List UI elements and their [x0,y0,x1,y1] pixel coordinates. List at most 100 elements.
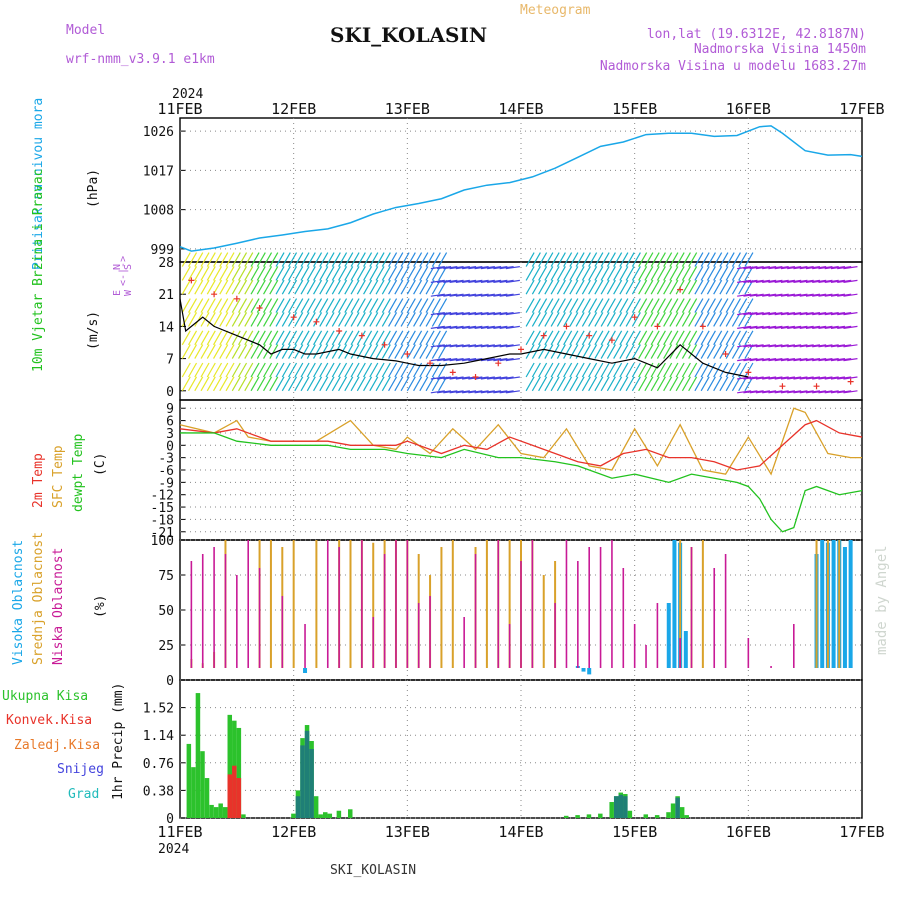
wind-barb [256,279,266,295]
wind-barb [300,312,310,327]
wind-barb [669,312,679,327]
bottom-date-tick: 14FEB [498,823,543,841]
wind-barb [563,362,573,378]
wind-barb [780,293,796,297]
wind-barb [388,266,398,281]
wind-barb [663,266,673,281]
wind-barb [713,252,723,267]
wind-barb [480,279,495,283]
wind-barb [244,298,254,313]
wind-barb [563,312,573,327]
wind-barb [288,266,298,281]
wind-barb [774,325,789,329]
wind-barb [625,266,635,281]
wind-barb [581,266,591,281]
wind-barb [505,376,520,380]
wind-barb [600,298,610,313]
wind-barb [799,358,814,362]
wind-barb [631,298,641,313]
wind-barb [505,279,520,283]
wind-barb [455,376,470,380]
wind-barb [650,312,660,327]
wind-barb [238,376,248,392]
wind-barb [755,344,771,348]
wind-barb [619,312,629,327]
wind-barb [319,279,329,295]
wind-barb [719,344,729,359]
wind-barb [381,362,391,378]
wind-barb [581,279,591,295]
wind-barb [499,358,514,362]
wind-barb [206,344,216,359]
wind-barb [338,376,348,392]
wind-barb [375,252,385,267]
wind-barb [425,330,435,346]
wind-barb [437,325,452,329]
wind-barb [306,330,316,346]
wind-barb [480,312,495,316]
wind-barb [843,376,858,380]
wind-barb [812,293,827,297]
wind-barb [231,376,241,392]
wind-barb [799,266,814,270]
wind-barb [325,279,335,295]
wind-barb [344,330,354,346]
wind-barb [375,362,385,378]
wind-barb [306,362,316,378]
wind-barb [400,266,410,281]
wind-barb [225,362,235,378]
wind-barb [474,344,489,348]
precip-bar [209,804,214,818]
wind-barb [319,330,329,346]
model-label: Model [66,23,105,38]
precip-bar [327,813,333,818]
wind-barb [455,358,470,362]
wind-barb [812,266,827,270]
wind-barb [394,376,404,392]
wind-barb [344,344,354,359]
y-tick-label: 21 [158,288,174,303]
wind-barb [455,312,470,316]
wind-barb [743,358,758,362]
wind-barb [787,376,802,380]
wind-barb [275,344,285,359]
wind-barb [394,312,404,327]
wind-barb [474,266,489,270]
wind-barb [818,344,833,348]
wind-barb [394,344,404,359]
wind-barb [749,358,764,362]
wind-barb [306,344,316,359]
wind-barb [462,266,477,270]
wind-barb [818,293,833,297]
wind-barb [188,279,198,295]
wind-barb [774,376,789,380]
wind-barb [824,390,839,394]
wind-barb [569,376,579,392]
wind-barb [780,344,796,348]
wind-barb [706,376,716,392]
wind-barb [181,376,191,392]
wind-barb [706,298,716,313]
wind-barb [388,376,398,392]
wind-barb [250,376,260,392]
wind-barb [344,298,354,313]
wind-barb [774,279,789,283]
wind-barb [581,344,591,359]
precip-bar [313,796,319,818]
wind-barb [644,344,654,359]
wind-barb [837,266,852,270]
wind-barb [300,298,310,313]
wind-barb [363,252,373,267]
wind-barb [263,330,273,346]
wind-barb [430,376,445,380]
wind-barb [713,376,723,392]
wind-gust-marker [358,332,365,339]
wind-barb [749,325,764,329]
wind-barb [381,252,391,267]
wind-gust-marker [427,360,434,367]
wind-barb [644,376,654,392]
wind-barb [238,344,248,359]
wind-gust-marker [586,332,593,339]
wind-barb [443,279,458,283]
wind-barb [725,312,735,327]
